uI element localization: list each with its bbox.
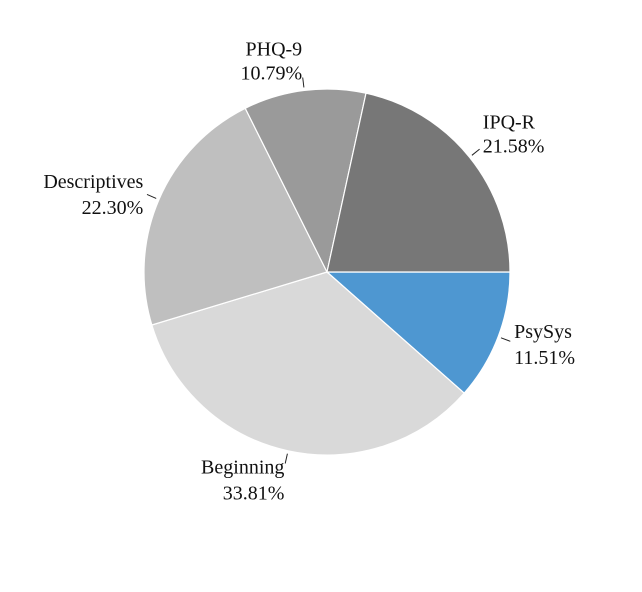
slice-value-phq-9: 10.79% bbox=[241, 63, 303, 85]
pie-slice-beginning bbox=[151, 271, 466, 456]
slice-value-beginning: 33.81% bbox=[223, 482, 285, 504]
slice-value-psysys: 11.51% bbox=[514, 347, 575, 369]
slice-value-descriptives: 22.30% bbox=[82, 197, 144, 219]
slice-label-ipq-r: IPQ-R bbox=[483, 112, 536, 134]
pie-slice-ipq-r bbox=[326, 92, 511, 273]
slice-label-beginning: Beginning bbox=[201, 456, 284, 478]
leader-line-phq-9 bbox=[302, 77, 305, 88]
slice-label-psysys: PsySys bbox=[514, 321, 572, 343]
leader-line-psysys bbox=[500, 337, 511, 342]
pie-slice-psysys bbox=[325, 271, 511, 394]
slice-label-phq-9: PHQ-9 bbox=[246, 39, 303, 61]
leader-line-ipq-r bbox=[471, 148, 480, 156]
pie-slices bbox=[143, 88, 511, 456]
leader-line-beginning bbox=[284, 453, 288, 464]
slice-labels: PsySys 11.51% Beginning 33.81% Descriptives 2… bbox=[43, 39, 575, 505]
leader-line-descriptives bbox=[146, 193, 157, 199]
pie-slice-phq-9 bbox=[244, 88, 367, 274]
pie-slice-descriptives bbox=[143, 107, 328, 326]
slice-label-descriptives: Descriptives bbox=[43, 171, 143, 193]
slice-value-ipq-r: 21.58% bbox=[483, 136, 545, 158]
leader-lines bbox=[146, 77, 511, 464]
